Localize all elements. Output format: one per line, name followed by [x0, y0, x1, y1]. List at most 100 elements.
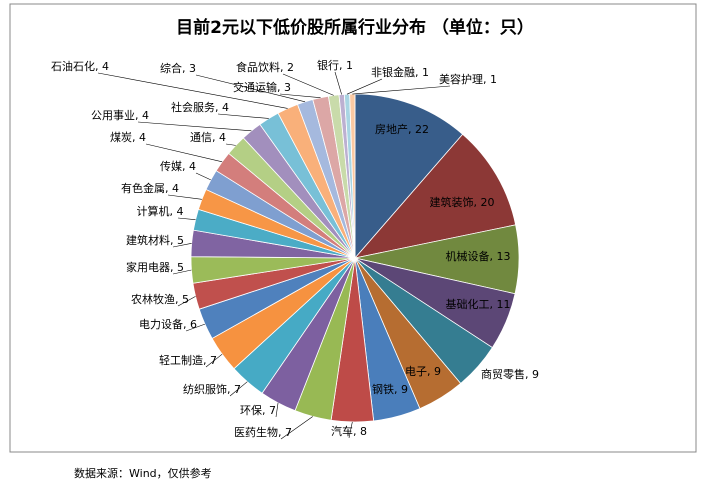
label-separator: , — [490, 298, 497, 311]
category-label: 钢铁 — [372, 383, 394, 396]
category-label: 农林牧渔 — [131, 292, 175, 306]
value-label: 4 — [102, 60, 109, 73]
category-label: 机械设备 — [446, 249, 490, 263]
leader-line — [177, 217, 196, 220]
value-label: 11 — [497, 298, 511, 311]
category-label: 煤炭 — [110, 131, 132, 144]
leader-line — [282, 73, 334, 96]
value-label: 2 — [287, 61, 294, 74]
data-label: 美容护理, 1 — [439, 72, 497, 86]
leader-line — [97, 72, 288, 109]
category-label: 非银金融 — [371, 65, 415, 79]
leader-line — [172, 243, 192, 248]
data-label: 石油石化, 4 — [51, 59, 109, 73]
label-separator: , — [474, 196, 481, 209]
label-separator: , — [170, 205, 177, 218]
category-label: 基础化工 — [446, 297, 490, 311]
label-separator: , — [280, 61, 287, 74]
value-label: 1 — [422, 66, 429, 79]
category-label: 建筑材料 — [126, 233, 170, 247]
source-note: 数据来源：Wind，仅供参考 — [74, 466, 212, 480]
label-separator: , — [165, 182, 172, 195]
category-label: 汽车 — [331, 424, 353, 438]
data-label: 农林牧渔, 5 — [131, 292, 189, 306]
label-separator: , — [95, 60, 102, 73]
category-label: 轻工制造 — [159, 353, 203, 367]
leader-line — [279, 93, 321, 98]
label-separator: , — [175, 293, 182, 306]
category-label: 纺织服饰 — [183, 382, 227, 396]
data-label: 纺织服饰, 7 — [183, 382, 241, 396]
data-label: 食品饮料, 2 — [236, 60, 294, 74]
leader-line — [346, 78, 383, 95]
label-separator: , — [182, 160, 189, 173]
data-label: 电力设备, 6 — [139, 317, 197, 331]
category-label: 医药生物 — [234, 425, 278, 439]
value-label: 13 — [497, 250, 511, 263]
leader-line — [185, 323, 206, 332]
category-label: 有色金属 — [121, 181, 165, 195]
data-label: 计算机, 4 — [137, 204, 184, 218]
value-label: 9 — [434, 365, 441, 378]
data-label: 公用事业, 4 — [91, 109, 149, 122]
data-label: 家用电器, 5 — [126, 260, 184, 274]
data-label: 轻工制造, 7 — [159, 353, 217, 367]
value-label: 5 — [177, 261, 184, 274]
value-label: 7 — [210, 354, 217, 367]
data-label: 社会服务, 4 — [171, 100, 229, 114]
label-separator: , — [490, 250, 497, 263]
leader-line — [205, 353, 223, 368]
data-label: 电子, 9 — [405, 365, 441, 378]
category-label: 家用电器 — [126, 260, 170, 274]
leader-line — [352, 85, 451, 95]
label-separator: , — [183, 318, 190, 331]
leader-line — [177, 296, 196, 307]
label-separator: , — [135, 109, 142, 122]
value-label: 5 — [182, 293, 189, 306]
category-label: 电力设备 — [139, 317, 183, 331]
chart-title: 目前2元以下低价股所属行业分布 （单位：只） — [176, 17, 534, 38]
category-label: 通信 — [190, 131, 212, 144]
label-separator: , — [339, 59, 346, 72]
leader-line — [145, 143, 223, 163]
leader-line — [275, 402, 279, 418]
value-label: 4 — [172, 182, 179, 195]
label-separator: , — [394, 383, 401, 396]
label-separator: , — [203, 354, 210, 367]
label-separator: , — [278, 426, 285, 439]
category-label: 社会服务 — [171, 100, 215, 114]
value-label: 1 — [490, 73, 497, 86]
data-label: 环保, 7 — [240, 403, 276, 417]
data-label: 建筑装饰, 20 — [430, 195, 495, 209]
category-label: 食品饮料 — [236, 60, 280, 74]
label-separator: , — [525, 368, 532, 381]
value-label: 4 — [222, 101, 229, 114]
label-separator: , — [415, 66, 422, 79]
label-separator: , — [215, 101, 222, 114]
data-label: 医药生物, 7 — [234, 425, 292, 439]
category-label: 环保 — [240, 403, 262, 417]
label-separator: , — [170, 234, 177, 247]
leader-line — [280, 416, 313, 440]
data-label: 钢铁, 9 — [372, 383, 408, 396]
pie-slice — [353, 133, 517, 259]
label-separator: , — [212, 131, 219, 144]
data-label: 商贸零售, 9 — [481, 367, 539, 381]
value-label: 7 — [285, 426, 292, 439]
category-label: 电子 — [405, 365, 427, 378]
value-label: 4 — [189, 160, 196, 173]
data-label: 非银金融, 1 — [371, 65, 429, 79]
data-label: 煤炭, 4 — [110, 131, 146, 144]
data-label: 基础化工, 11 — [446, 297, 511, 311]
value-label: 7 — [269, 404, 276, 417]
data-label: 交通运输, 3 — [233, 80, 291, 94]
value-label: 3 — [189, 62, 196, 75]
leader-line — [217, 113, 269, 119]
category-label: 交通运输 — [233, 80, 277, 94]
value-label: 4 — [219, 131, 226, 144]
label-separator: , — [483, 73, 490, 86]
category-label: 石油石化 — [51, 59, 95, 73]
leader-line — [195, 172, 211, 181]
value-label: 9 — [532, 368, 539, 381]
